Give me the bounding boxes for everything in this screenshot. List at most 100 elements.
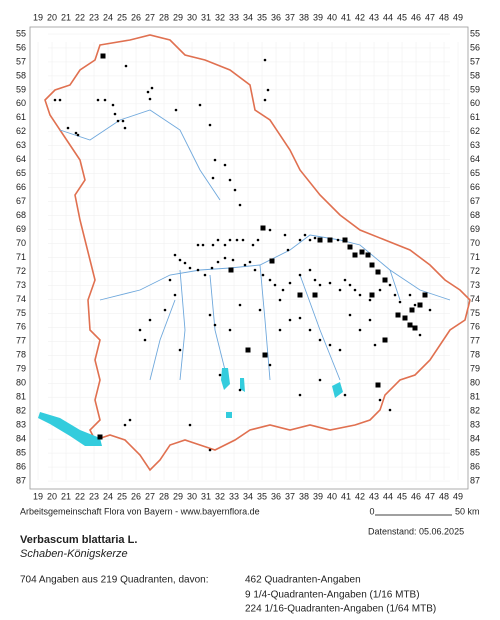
y-label: 59 [470, 84, 480, 94]
x-label: 28 [159, 491, 169, 501]
x-label: 29 [173, 491, 183, 501]
y-label: 73 [470, 280, 480, 290]
x-label: 33 [229, 12, 239, 22]
x-label: 34 [243, 491, 253, 501]
x-label: 27 [145, 491, 155, 501]
y-label: 59 [16, 84, 26, 94]
x-label: 46 [411, 12, 421, 22]
x-label: 23 [89, 12, 99, 22]
y-label: 66 [16, 182, 26, 192]
y-label: 76 [470, 322, 480, 332]
scale-end: 50 km [455, 506, 480, 516]
y-label: 76 [16, 322, 26, 332]
x-label: 32 [215, 12, 225, 22]
count-line: 462 Quadranten-Angaben [245, 575, 361, 586]
x-label: 25 [117, 491, 127, 501]
y-label: 79 [470, 364, 480, 374]
x-label: 24 [103, 12, 113, 22]
y-label: 83 [16, 420, 26, 430]
y-label: 66 [470, 182, 480, 192]
x-label: 41 [341, 491, 351, 501]
y-label: 80 [470, 378, 480, 388]
x-label: 37 [285, 491, 295, 501]
y-label: 85 [16, 447, 26, 457]
x-label: 41 [341, 12, 351, 22]
x-label: 20 [47, 491, 57, 501]
x-label: 23 [89, 491, 99, 501]
x-label: 24 [103, 491, 113, 501]
x-label: 44 [383, 12, 393, 22]
x-label: 26 [131, 491, 141, 501]
x-label: 40 [327, 491, 337, 501]
records-squares [97, 53, 428, 440]
y-label: 58 [470, 70, 480, 80]
x-label: 32 [215, 491, 225, 501]
y-label: 78 [470, 350, 480, 360]
x-label: 21 [61, 491, 71, 501]
x-label: 30 [187, 491, 197, 501]
x-label: 45 [397, 12, 407, 22]
y-label: 55 [470, 28, 480, 38]
x-label: 28 [159, 12, 169, 22]
y-label: 70 [16, 238, 26, 248]
count-line: 9 1/4-Quadranten-Angaben (1/16 MTB) [245, 590, 420, 601]
x-label: 42 [355, 491, 365, 501]
y-label: 74 [16, 294, 26, 304]
x-label: 22 [75, 491, 85, 501]
y-label: 87 [470, 475, 480, 485]
x-label: 31 [201, 12, 211, 22]
y-label: 82 [470, 406, 480, 416]
x-label: 49 [453, 12, 463, 22]
x-label: 47 [425, 12, 435, 22]
summary: 704 Angaben aus 219 Quadranten, davon: [20, 575, 209, 586]
x-label: 46 [411, 491, 421, 501]
x-label: 38 [299, 491, 309, 501]
x-label: 22 [75, 12, 85, 22]
x-label: 19 [33, 12, 43, 22]
grid [37, 33, 459, 482]
scale-start: 0 [369, 506, 374, 516]
x-label: 47 [425, 491, 435, 501]
y-label: 86 [470, 461, 480, 471]
x-label: 49 [453, 491, 463, 501]
y-label: 56 [16, 42, 26, 52]
y-label: 74 [470, 294, 480, 304]
y-label: 63 [470, 140, 480, 150]
y-label: 64 [16, 154, 26, 164]
y-label: 78 [16, 350, 26, 360]
y-label: 83 [470, 420, 480, 430]
x-label: 33 [229, 491, 239, 501]
y-label: 87 [16, 475, 26, 485]
x-label: 45 [397, 491, 407, 501]
y-label: 61 [470, 112, 480, 122]
y-label: 81 [16, 392, 26, 402]
x-label: 48 [439, 491, 449, 501]
y-label: 57 [470, 56, 480, 66]
x-label: 20 [47, 12, 57, 22]
x-label: 36 [271, 12, 281, 22]
x-label: 29 [173, 12, 183, 22]
x-label: 36 [271, 491, 281, 501]
y-label: 82 [16, 406, 26, 416]
state-border [44, 34, 471, 472]
y-label: 57 [16, 56, 26, 66]
common-name: Schaben-Königskerze [20, 548, 128, 560]
y-label: 80 [16, 378, 26, 388]
y-label: 73 [16, 280, 26, 290]
records-dots [53, 58, 432, 452]
x-label: 38 [299, 12, 309, 22]
x-label: 26 [131, 12, 141, 22]
y-label: 72 [16, 266, 26, 276]
y-label: 64 [470, 154, 480, 164]
date: Datenstand: 05.06.2025 [368, 526, 464, 536]
y-label: 67 [16, 196, 26, 206]
y-label: 77 [16, 336, 26, 346]
x-label: 35 [257, 491, 267, 501]
y-label: 58 [16, 70, 26, 80]
y-label: 75 [470, 308, 480, 318]
x-label: 35 [257, 12, 267, 22]
y-label: 86 [16, 461, 26, 471]
y-label: 65 [470, 168, 480, 178]
y-label: 68 [470, 210, 480, 220]
y-label: 62 [16, 126, 26, 136]
